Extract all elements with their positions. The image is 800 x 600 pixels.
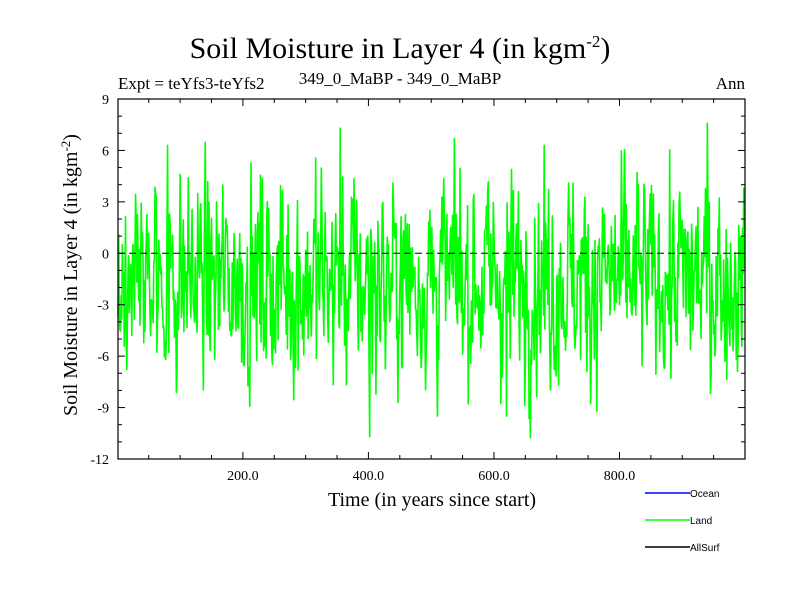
series-land-group: [117, 122, 746, 439]
legend-label-allsurf: AllSurf: [690, 543, 720, 554]
x-axis-ticks: 200.0 400.0 600.0 800.0: [148, 99, 715, 484]
y-axis-ticks: 9 6 3 0 -3 -6 -9 -12: [90, 93, 745, 468]
x-tick-label: 600.0: [478, 469, 510, 484]
period-label: 349_0_MaBP - 349_0_MaBP: [298, 69, 502, 88]
x-tick-label: 200.0: [227, 469, 259, 484]
y-tick-label: -12: [90, 453, 109, 468]
series-land-line: [117, 122, 746, 439]
y-axis-label: Soil Moisture in Layer 4 (in kgm-2): [58, 134, 82, 416]
x-tick-label: 400.0: [353, 469, 385, 484]
y-tick-label: 0: [102, 247, 109, 262]
y-tick-label: 3: [102, 196, 109, 211]
x-axis-label: Time (in years since start): [328, 489, 536, 511]
y-tick-label: 6: [102, 144, 109, 159]
legend: Ocean Land AllSurf: [645, 489, 720, 554]
chart-title: Soil Moisture in Layer 4 (in kgm-2): [189, 32, 611, 65]
y-tick-label: -9: [97, 402, 109, 417]
legend-label-ocean: Ocean: [690, 489, 719, 500]
experiment-label: Expt = teYfs3-teYfs2: [118, 74, 265, 93]
y-tick-label: -3: [97, 299, 109, 314]
y-tick-label: -6: [97, 350, 109, 365]
season-label: Ann: [715, 74, 745, 93]
legend-label-land: Land: [690, 516, 712, 527]
x-tick-label: 800.0: [604, 469, 636, 484]
y-tick-label: 9: [102, 93, 109, 108]
